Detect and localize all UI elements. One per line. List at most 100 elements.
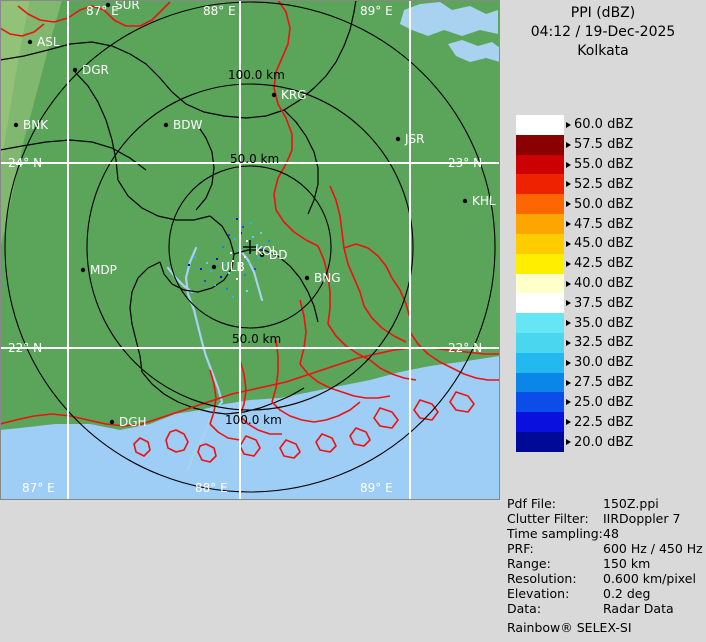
panel-header: PPI (dBZ) 04:12 / 19-Dec-2025 Kolkata xyxy=(500,4,706,61)
range-ring-label: 100.0 km xyxy=(228,68,285,82)
color-bar-segment xyxy=(516,273,564,294)
map-border xyxy=(0,0,500,500)
dbz-color-legend: 60.0 dBZ 57.5 dBZ 55.0 dBZ 52.5 dBZ 50.0 dBZ… xyxy=(500,80,706,470)
legend-tick-label: 55.0 dBZ xyxy=(574,157,634,173)
tick-arrow-icon xyxy=(566,161,571,168)
range-ring-label: 50.0 km xyxy=(230,152,279,166)
tick-arrow-icon xyxy=(566,260,571,267)
city-dot xyxy=(163,122,169,128)
river-network xyxy=(166,246,264,472)
metadata-rows: Pdf File: 150Z.ppi Clutter Filter: IIRDoppl… xyxy=(507,496,706,616)
color-bar-segment xyxy=(516,332,564,353)
tick-arrow-icon xyxy=(566,359,571,366)
legend-tick: 45.0 dBZ xyxy=(566,236,633,251)
graticule-label: 24° N xyxy=(8,156,42,170)
city-dot xyxy=(80,267,86,273)
legend-tick-label: 22.5 dBZ xyxy=(574,414,634,430)
radar-map-panel[interactable]: SUR ASL DGR BNK BDW KRG JSR KHL MDP DD KOL ULB BNG DG… xyxy=(0,0,500,500)
graticule-label: 87° E xyxy=(22,481,55,495)
graticule-label: 22° N xyxy=(448,341,482,355)
legend-tick: 27.5 dBZ xyxy=(566,375,633,390)
city-label: BNK xyxy=(23,118,49,132)
city-marker: BDW xyxy=(163,118,202,132)
color-bar-segment xyxy=(516,412,564,432)
tick-arrow-icon xyxy=(566,419,571,426)
metadata-row: PRF: 600 Hz / 450 Hz xyxy=(507,541,706,556)
legend-tick: 20.0 dBZ xyxy=(566,434,634,450)
metadata-row: Range: 150 km xyxy=(507,556,706,571)
city-dot xyxy=(462,198,468,204)
city-dot xyxy=(13,122,19,128)
tick-arrow-icon xyxy=(566,221,571,228)
legend-tick: 40.0 dBZ xyxy=(566,276,634,291)
metadata-row: Time sampling: 48 xyxy=(507,526,706,541)
legend-tick-label: 57.5 dBZ xyxy=(574,137,634,153)
graticule-label: 88° E xyxy=(195,481,228,495)
city-label: ULB xyxy=(221,260,245,274)
city-marker: KRG xyxy=(271,88,307,102)
metadata-key: Range: xyxy=(507,556,551,571)
metadata-row: Pdf File: 150Z.ppi xyxy=(507,496,706,511)
graticule-label: 87° E xyxy=(86,4,119,18)
city-dot xyxy=(271,92,277,98)
color-bar-segment xyxy=(516,293,564,314)
water-northeast xyxy=(400,2,498,36)
color-bar-segment xyxy=(516,313,564,333)
city-dot xyxy=(211,264,217,270)
tick-arrow-icon xyxy=(566,240,571,247)
city-label: DD xyxy=(269,248,287,262)
graticule-label: 22° N xyxy=(8,341,42,355)
range-rings xyxy=(4,1,496,493)
legend-tick: 35.0 dBZ xyxy=(566,315,634,331)
scan-metadata: Pdf File: 150Z.ppi Clutter Filter: IIRDoppl… xyxy=(507,496,706,635)
tick-arrow-icon xyxy=(566,141,571,148)
city-dot xyxy=(109,419,115,425)
graticule xyxy=(0,0,500,500)
legend-tick: 32.5 dBZ xyxy=(566,335,634,351)
metadata-key: Elevation: xyxy=(507,586,570,601)
tick-arrow-icon xyxy=(566,320,571,327)
city-label: SUR xyxy=(115,0,140,12)
legend-tick-label: 25.0 dBZ xyxy=(574,394,634,410)
city-marker: BNG xyxy=(304,271,341,285)
metadata-value: 0.2 deg xyxy=(603,586,651,601)
legend-tick-label: 30.0 dBZ xyxy=(574,355,634,371)
legend-tick: 52.5 dBZ xyxy=(566,177,633,192)
metadata-value: Radar Data xyxy=(603,601,674,616)
range-ring-label-layer: 100.0 km 50.0 km 50.0 km 100.0 km xyxy=(225,68,285,427)
metadata-key: Pdf File: xyxy=(507,496,556,511)
graticule-label-layer: 87° E 88° E 89° E 87° E 88° E 89° E 24° N 23° N… xyxy=(8,4,482,495)
tick-arrow-icon xyxy=(566,280,571,287)
product-title: PPI (dBZ) xyxy=(570,5,636,21)
city-label: BDW xyxy=(173,118,202,132)
legend-tick-label: 20.0 dBZ xyxy=(574,434,634,450)
city-label: MDP xyxy=(90,263,117,277)
coastline xyxy=(0,0,500,463)
color-bar xyxy=(516,115,564,452)
legend-tick-label: 35.0 dBZ xyxy=(574,315,634,331)
tick-arrow-icon xyxy=(566,339,571,346)
tick-arrow-icon xyxy=(566,439,571,446)
city-label: KOL xyxy=(255,244,279,258)
metadata-value: 150 km xyxy=(603,556,651,571)
legend-tick-label: 40.0 dBZ xyxy=(574,276,634,291)
city-marker: KHL xyxy=(462,194,496,208)
city-marker: KOL xyxy=(255,244,279,258)
color-bar-segment xyxy=(516,253,564,274)
color-bar-segment xyxy=(516,352,564,373)
radar-echo-layer xyxy=(188,218,270,298)
metadata-key: PRF: xyxy=(507,541,534,556)
color-bar-segment xyxy=(516,392,564,413)
legend-tick: 55.0 dBZ xyxy=(566,157,634,173)
city-marker: DGH xyxy=(109,415,147,429)
color-bar-segment xyxy=(516,174,564,195)
metadata-key: Data: xyxy=(507,601,542,616)
metadata-value: 150Z.ppi xyxy=(603,496,659,511)
color-bar-segment xyxy=(516,372,564,393)
tick-arrow-icon xyxy=(566,181,571,188)
legend-tick-label: 32.5 dBZ xyxy=(574,335,634,351)
legend-tick: 50.0 dBZ xyxy=(566,197,633,212)
radar-center-marker xyxy=(243,240,257,254)
city-label: DGH xyxy=(119,415,147,429)
